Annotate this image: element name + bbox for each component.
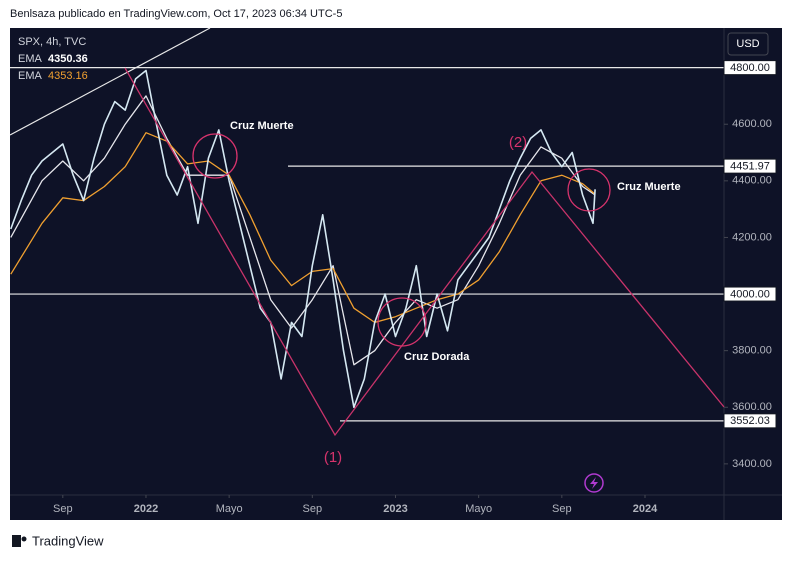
- price-line: [10, 69, 596, 409]
- legend-name: EMA: [18, 70, 43, 82]
- ema-line: [10, 132, 596, 324]
- brand-logo: [21, 536, 27, 542]
- level-label: 4451.97: [730, 161, 770, 173]
- annotation: (2): [509, 134, 527, 151]
- y-tick-label: 4600.00: [732, 118, 772, 130]
- byline: Benlsaza publicado en TradingView.com, O…: [10, 8, 342, 20]
- symbol-title: SPX, 4h, TVC: [18, 36, 86, 48]
- x-tick-label: Mayo: [216, 503, 243, 515]
- y-tick-label: 3400.00: [732, 458, 772, 470]
- annotation: Cruz Muerte: [617, 181, 681, 193]
- pattern-line: [124, 67, 725, 437]
- level-box: [723, 60, 777, 76]
- level-label: 4800.00: [730, 62, 770, 74]
- x-tick-label: Sep: [303, 503, 323, 515]
- x-tick-label: Mayo: [465, 503, 492, 515]
- x-tick-label: 2022: [134, 503, 158, 515]
- annotation: Cruz Dorada: [404, 351, 470, 363]
- y-tick-label: 3600.00: [732, 401, 772, 413]
- level-label: 4000.00: [730, 288, 770, 300]
- y-tick-label: 4400.00: [732, 175, 772, 187]
- plot: [10, 67, 724, 422]
- highlight-circle: [567, 168, 611, 212]
- x-tick-label: 2023: [383, 503, 407, 515]
- currency-label[interactable]: USD: [736, 38, 759, 50]
- level-box: [723, 286, 777, 302]
- y-tick-label: 4200.00: [732, 231, 772, 243]
- highlight-circle: [377, 297, 427, 347]
- level-label: 3552.03: [730, 415, 770, 427]
- chart-background: [10, 28, 782, 520]
- currency-button[interactable]: [727, 32, 769, 56]
- events-icon[interactable]: [584, 473, 604, 493]
- level-box: [723, 413, 777, 429]
- x-tick-label: Sep: [53, 503, 73, 515]
- annotation: (1): [324, 449, 342, 466]
- annotation: Cruz Muerte: [230, 120, 294, 132]
- brand-logo: [12, 535, 21, 547]
- events-icon-bolt: [590, 477, 598, 489]
- y-tick-label: 3800.00: [732, 345, 772, 357]
- level-box: [723, 158, 777, 174]
- x-tick-label: Sep: [552, 503, 572, 515]
- legend-value: 4353.16: [48, 70, 88, 82]
- legend-value: 4350.36: [48, 53, 88, 65]
- legend-name: EMA: [18, 53, 43, 65]
- x-tick-label: 2024: [633, 503, 658, 515]
- brand-name: TradingView: [32, 533, 104, 548]
- highlight-circle: [192, 133, 238, 179]
- trend-line: [9, 27, 211, 136]
